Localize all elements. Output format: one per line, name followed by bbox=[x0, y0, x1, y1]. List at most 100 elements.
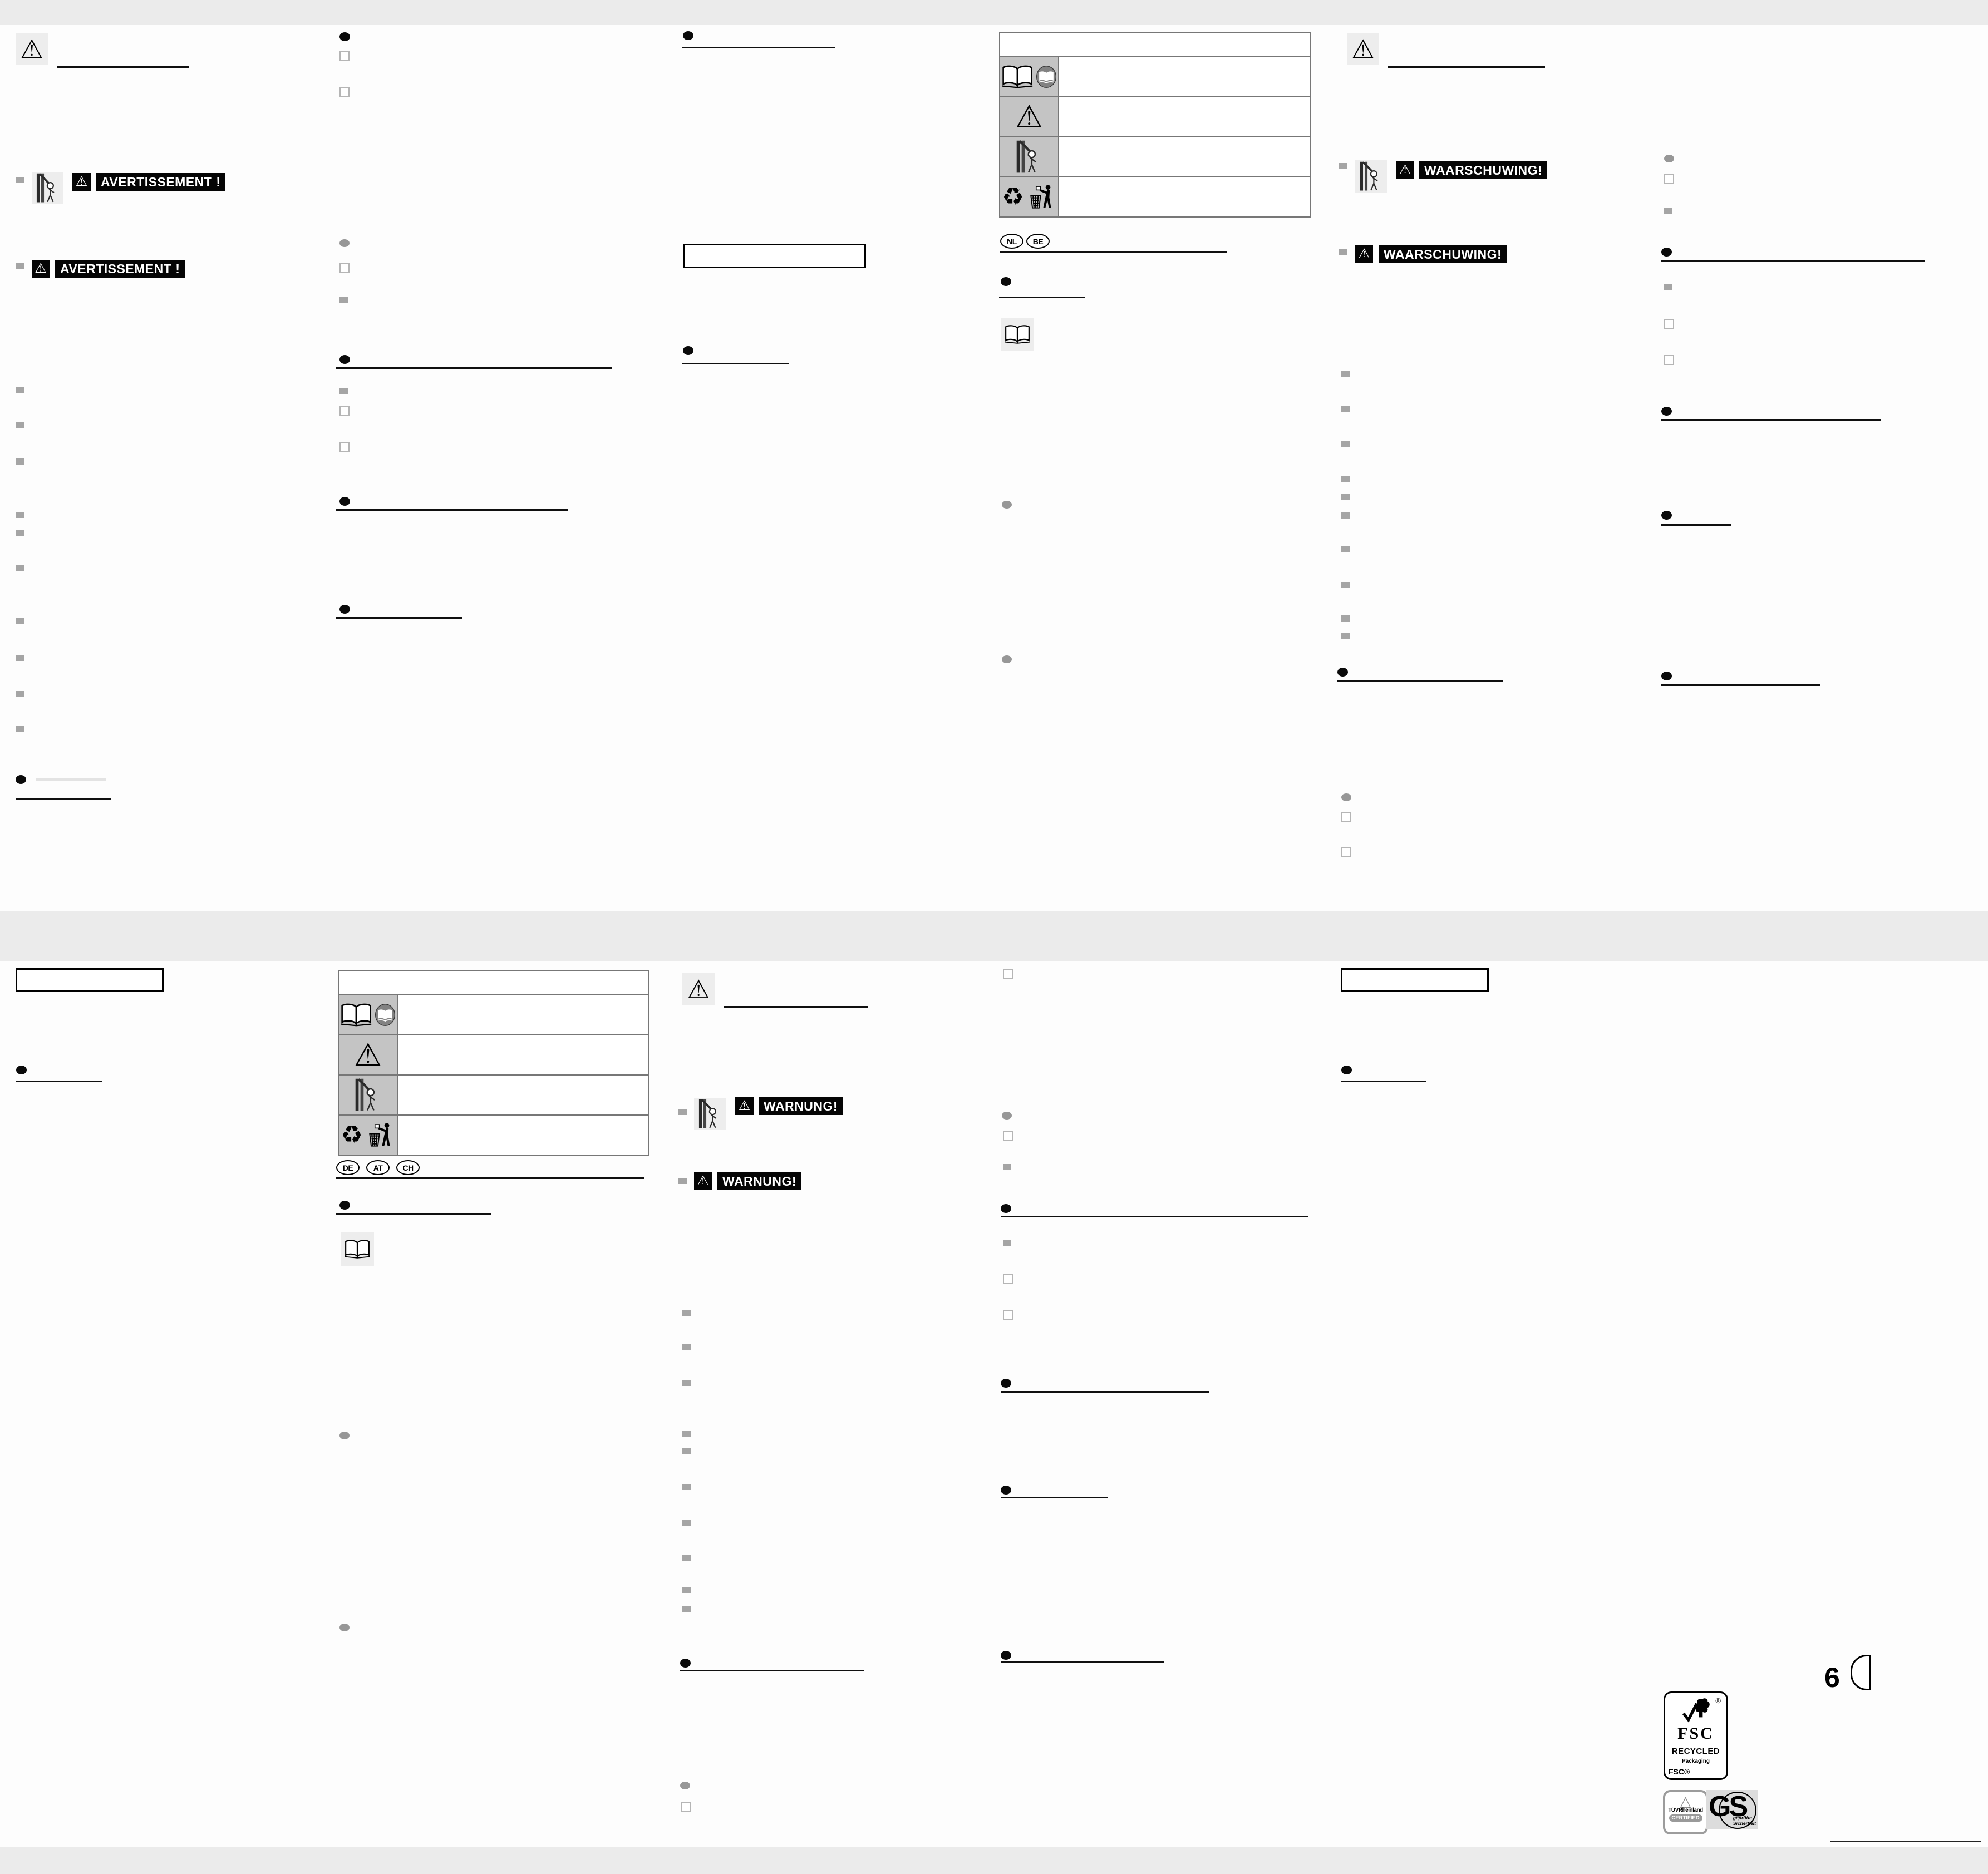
table-header-row bbox=[339, 971, 648, 994]
language-badge-be: BE bbox=[1026, 234, 1050, 249]
heading-bullet-icon bbox=[1001, 1651, 1011, 1660]
warning-triangle-badge-icon: ⚠ bbox=[735, 1097, 754, 1115]
list-square-icon bbox=[1003, 1131, 1013, 1141]
registered-mark: ® bbox=[1715, 1697, 1721, 1705]
list-square-icon bbox=[1003, 1164, 1011, 1170]
warning-triangle-badge-icon: ⚠ bbox=[694, 1172, 712, 1190]
language-badge-at: AT bbox=[366, 1160, 390, 1175]
heading-bullet-icon bbox=[16, 775, 26, 784]
empty-field-box bbox=[16, 968, 164, 992]
warning-triangle-badge-icon: ⚠ bbox=[72, 173, 91, 191]
list-square-icon bbox=[682, 1431, 691, 1437]
list-square-icon bbox=[682, 1310, 691, 1316]
heading-underline bbox=[1341, 1081, 1426, 1082]
language-badge-nl: NL bbox=[1000, 234, 1023, 249]
heading-bullet-icon bbox=[1341, 1066, 1352, 1074]
heading-underline bbox=[1001, 1661, 1164, 1663]
heading-underline bbox=[336, 367, 612, 369]
title-underline bbox=[1000, 251, 1227, 253]
language-badge-de: DE bbox=[336, 1160, 360, 1175]
list-square-icon bbox=[16, 726, 24, 732]
tuv-brand: TÜVRheinland bbox=[1668, 1807, 1703, 1813]
list-square-icon bbox=[1003, 1274, 1013, 1284]
heading-bullet-icon bbox=[683, 31, 693, 40]
heading-bullet-icon bbox=[339, 497, 350, 506]
table-row bbox=[1000, 56, 1310, 96]
heading-bullet-icon bbox=[1661, 248, 1672, 257]
empty-field-box bbox=[683, 244, 866, 268]
table-row: ⚠ bbox=[339, 1034, 648, 1074]
list-square-icon bbox=[1341, 546, 1350, 552]
list-square-icon bbox=[1664, 174, 1674, 184]
list-square-icon bbox=[1341, 441, 1350, 447]
list-bullet-icon bbox=[1002, 655, 1012, 663]
list-square-icon bbox=[16, 655, 24, 661]
fsc-logo: ® FSC RECYCLED Packaging FSC® bbox=[1664, 1691, 1728, 1780]
heading-bullet-icon bbox=[1001, 1204, 1011, 1213]
list-square-icon bbox=[1003, 1310, 1013, 1320]
read-manual-icon bbox=[1001, 318, 1034, 351]
list-square-icon bbox=[1341, 512, 1350, 519]
list-square-icon bbox=[339, 51, 350, 61]
heading-bullet-icon bbox=[683, 346, 693, 355]
language-badge-ch: CH bbox=[396, 1160, 420, 1175]
list-square-icon bbox=[682, 1520, 691, 1526]
top-fold-band bbox=[0, 0, 1988, 25]
recycle-icon: ♻ bbox=[341, 1121, 363, 1148]
heading-bullet-icon bbox=[16, 1066, 27, 1074]
read-manual-icon bbox=[1000, 57, 1059, 96]
list-bullet-icon bbox=[339, 32, 350, 41]
warning-triangle-badge-icon: ⚠ bbox=[1355, 245, 1373, 263]
list-square-icon bbox=[682, 1555, 691, 1561]
child-hand-icon bbox=[1355, 160, 1387, 193]
fsc-title: RECYCLED bbox=[1671, 1747, 1720, 1756]
list-bullet-icon bbox=[339, 239, 350, 247]
list-square-icon bbox=[678, 1178, 687, 1184]
list-square-icon bbox=[682, 1587, 691, 1593]
heading-bullet-icon bbox=[680, 1659, 691, 1668]
gs-caption-line1: geprüfte bbox=[1733, 1815, 1752, 1821]
fsc-tree-icon bbox=[1665, 1698, 1726, 1723]
list-square-icon bbox=[16, 691, 24, 697]
list-square-icon bbox=[1341, 371, 1350, 377]
middle-fold-band bbox=[0, 911, 1988, 961]
list-square-icon bbox=[339, 297, 348, 303]
title-underline bbox=[336, 1177, 644, 1179]
section-title-underline bbox=[724, 1006, 868, 1008]
list-square-icon bbox=[339, 406, 350, 416]
list-square-icon bbox=[16, 458, 24, 465]
child-hand-icon bbox=[339, 1076, 398, 1114]
warning-badge-fr: AVERTISSEMENT ! bbox=[55, 260, 185, 278]
table-row: ♻ bbox=[1000, 176, 1310, 216]
warning-badge-de: WARNUNG! bbox=[717, 1172, 802, 1190]
heading-underline bbox=[336, 617, 462, 619]
heading-underline bbox=[680, 1670, 864, 1671]
list-square-icon bbox=[1003, 1240, 1011, 1246]
tidyman-icon bbox=[366, 1122, 395, 1148]
recycle-icon: ♻ bbox=[1002, 183, 1024, 210]
warning-badge-de: WARNUNG! bbox=[759, 1097, 843, 1115]
warning-badge-fr: AVERTISSEMENT ! bbox=[96, 173, 226, 191]
list-square-icon bbox=[16, 263, 24, 269]
heading-underline bbox=[1001, 1216, 1308, 1217]
heading-underline bbox=[682, 47, 835, 48]
list-square-icon bbox=[1664, 208, 1672, 214]
fsc-subtitle: Packaging bbox=[1681, 1758, 1710, 1764]
list-square-icon bbox=[1341, 406, 1350, 412]
table-row bbox=[339, 994, 648, 1034]
list-bullet-icon bbox=[680, 1782, 690, 1789]
gs-circle-icon bbox=[1719, 1792, 1756, 1829]
list-square-icon bbox=[16, 512, 24, 518]
heading-underline bbox=[336, 509, 568, 511]
manual-oval-icon bbox=[1036, 65, 1056, 88]
list-bullet-icon bbox=[1002, 501, 1012, 509]
heading-underline bbox=[1337, 680, 1503, 682]
heading-underline bbox=[16, 798, 111, 800]
warning-triangle-badge-icon: ⚠ bbox=[1396, 161, 1414, 179]
warning-triangle-icon: ⚠ bbox=[1347, 33, 1379, 65]
footer-rule bbox=[1830, 1841, 1981, 1842]
table-header-row bbox=[1000, 33, 1310, 56]
list-square-icon bbox=[16, 530, 24, 536]
empty-field-box bbox=[1341, 968, 1489, 992]
heading-underline bbox=[16, 1081, 102, 1082]
